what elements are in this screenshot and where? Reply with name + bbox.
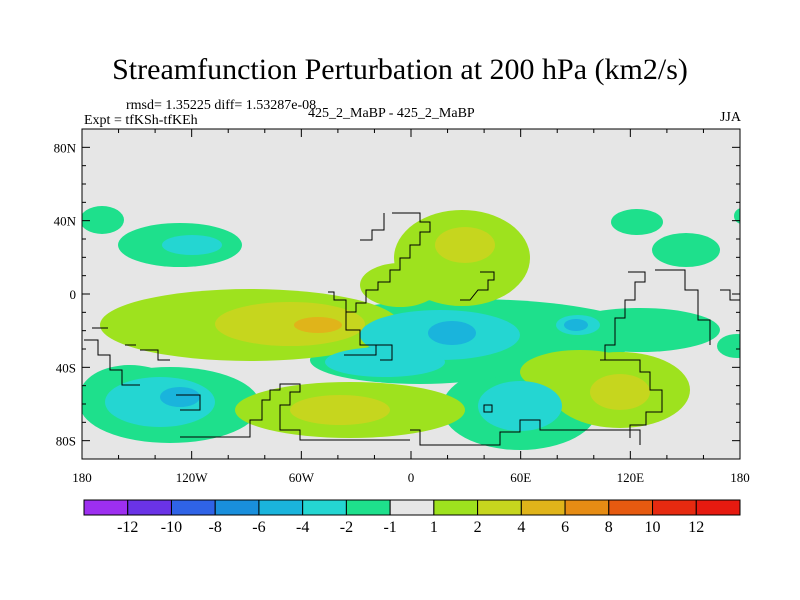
coastline-pacific (140, 349, 170, 361)
colorbar-label: -8 (209, 519, 222, 536)
colorbar-swatch (258, 499, 304, 516)
contour-band (652, 233, 720, 267)
colorbar-label: 6 (561, 519, 569, 536)
contour-band (435, 227, 495, 263)
coastline-antarctica (180, 383, 410, 441)
y-tick-label: 40N (54, 214, 77, 229)
colorbar-label: 12 (688, 519, 704, 536)
colorbar-swatch (345, 499, 391, 516)
colorbar-label: 1 (430, 519, 438, 536)
center-label: 425_2_MaBP - 425_2_MaBP (308, 106, 475, 121)
colorbar-swatch (652, 499, 697, 516)
colorbar-label: 8 (605, 519, 613, 536)
colorbar-label: 2 (474, 519, 482, 536)
contour-band (325, 347, 445, 377)
contour-band (560, 308, 720, 352)
y-tick-label: 80S (56, 434, 76, 449)
contour-band (428, 321, 476, 345)
contour-band (564, 319, 588, 331)
colorbar-label: -4 (296, 519, 309, 536)
contour-band (215, 302, 365, 346)
contour-band (611, 209, 663, 235)
coastline-antarctica (410, 419, 641, 446)
colorbar-label: 4 (517, 519, 525, 536)
y-tick-label: 0 (70, 287, 77, 302)
y-tick-label: 40S (56, 360, 76, 375)
axis-ticks: 180 120W 60W 0 60E 120E 180 80N 40N 0 40S 80S (54, 129, 750, 485)
coastline-layer (84, 212, 740, 446)
colorbar-swatch (695, 499, 741, 516)
colorbar-swatch (170, 499, 216, 516)
x-tick-label: 60E (510, 470, 531, 485)
colorbar-swatch (214, 499, 260, 516)
colorbar-label: -2 (340, 519, 353, 536)
coastline-north-america (360, 213, 385, 241)
x-tick-label: 60W (289, 470, 315, 485)
contour-band (294, 317, 342, 333)
contour-band (590, 374, 650, 410)
season-label: JJA (719, 110, 741, 125)
contour-band (162, 235, 222, 255)
contour-band (290, 395, 390, 425)
x-tick-label: 120E (617, 470, 645, 485)
coastline-africa (460, 271, 495, 301)
colorbar-label: -12 (117, 519, 138, 536)
coastline-south-america (376, 344, 393, 361)
colorbar: -12 -10 -8 -6 -4 -2 -1 1 2 4 6 8 10 12 (83, 499, 741, 536)
chart-title: Streamfunction Perturbation at 200 hPa (… (112, 53, 688, 86)
x-tick-label: 0 (408, 470, 415, 485)
x-tick-label: 180 (72, 470, 92, 485)
colorbar-swatch (83, 499, 129, 516)
coastline-asia (655, 269, 711, 345)
colorbar-swatch (520, 499, 566, 516)
colorbar-swatch (302, 499, 347, 516)
coastline-australia (600, 359, 663, 438)
colorbar-swatch (127, 499, 172, 516)
colorbar-swatch (433, 499, 479, 516)
contour-fill-layer (82, 206, 740, 450)
coastline-islands (720, 289, 740, 301)
colorbar-label: -10 (161, 519, 182, 536)
y-tick-label: 80N (54, 140, 77, 155)
colorbar-swatch (477, 499, 522, 516)
experiment-label: Expt = tfKSh-tfKEh (84, 113, 198, 128)
colorbar-swatch (564, 499, 610, 516)
coastline-antarctica (176, 394, 201, 411)
coastline-asia (604, 271, 646, 361)
contour-band (478, 381, 562, 431)
colorbar-label: 10 (645, 519, 661, 536)
contour-band (360, 263, 440, 307)
contour-band (717, 334, 740, 358)
colorbar-swatch (608, 499, 654, 516)
contour-band (734, 208, 740, 224)
x-tick-label: 180 (730, 470, 750, 485)
x-tick-label: 120W (176, 470, 209, 485)
colorbar-label: -6 (252, 519, 265, 536)
coastline-islands (483, 404, 493, 413)
stats-label: rmsd= 1.35225 diff= 1.53287e-08 (126, 98, 317, 113)
coastline-pacific (84, 339, 140, 386)
colorbar-label: -1 (383, 519, 396, 536)
coastline-north-america (328, 212, 431, 313)
contour-band (160, 387, 200, 407)
colorbar-swatch (389, 499, 435, 516)
contour-band (82, 206, 124, 234)
